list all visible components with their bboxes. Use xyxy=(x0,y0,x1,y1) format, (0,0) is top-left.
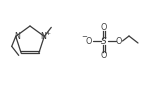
Text: −: − xyxy=(82,34,87,40)
Text: N: N xyxy=(14,32,20,41)
Text: O: O xyxy=(101,50,107,59)
Text: O: O xyxy=(86,36,92,45)
Text: O: O xyxy=(101,23,107,32)
Text: S: S xyxy=(101,36,107,45)
Text: +: + xyxy=(45,31,50,36)
Text: O: O xyxy=(116,36,122,45)
Text: N: N xyxy=(40,32,46,41)
